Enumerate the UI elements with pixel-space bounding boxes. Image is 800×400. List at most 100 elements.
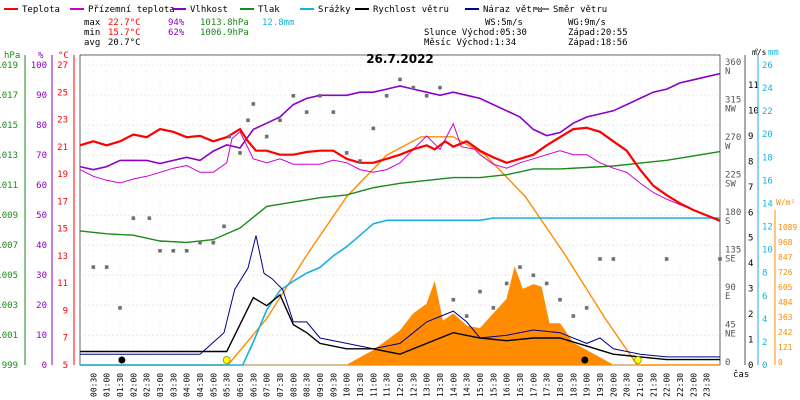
dir-tick: 225 SW (725, 171, 741, 190)
wind-dir-point (238, 151, 242, 155)
ms-tick: 8 (748, 157, 753, 167)
pct-tick: 90 (36, 91, 47, 101)
mm-tick: 16 (762, 176, 773, 186)
mm-tick: 6 (762, 292, 767, 302)
c-tick: 19 (57, 170, 68, 180)
stat-max-press: 1013.8hPa (200, 18, 249, 28)
wind-dir-point (158, 248, 162, 253)
mm-tick: 10 (762, 246, 773, 256)
hpa-tick: 999 (2, 361, 18, 371)
pct-tick: 80 (36, 121, 47, 131)
x-tick: 07:00 (263, 373, 272, 397)
hpa-tick: 1015 (0, 121, 18, 131)
ms-tick: 6 (748, 208, 753, 218)
stat-max-rain: 12.8mm (262, 18, 295, 28)
moon-marker (118, 356, 126, 364)
hpa-tick: 1003 (0, 301, 18, 311)
wind-dir-point (598, 257, 602, 261)
x-tick: 02:00 (129, 373, 138, 397)
wind-dir-point (198, 240, 202, 245)
wind-speed-line (80, 293, 720, 361)
mm-tick: 22 (762, 107, 773, 117)
wind-dir-point (147, 216, 152, 220)
wind-dir-point (464, 314, 469, 318)
c-tick: 25 (57, 88, 68, 98)
info-moon: Měsíc Východ:1:34 (424, 38, 516, 48)
hpa-tick: 1001 (0, 331, 18, 341)
wind-dir-point (491, 306, 496, 310)
wm2-tick: 242 (778, 328, 793, 337)
x-tick: 13:00 (423, 373, 432, 397)
mm-tick: 4 (762, 315, 767, 325)
wm2-tick: 605 (778, 283, 793, 292)
x-tick: 03:00 (156, 373, 165, 397)
info-wg: WG:9m/s (568, 18, 606, 28)
wind-dir-point (384, 93, 389, 98)
wind-dir-point (331, 110, 336, 114)
pct-tick: 30 (36, 271, 47, 281)
stat-min-temp: 15.7°C (108, 28, 141, 38)
dir-tick: 360 N (725, 58, 741, 77)
pct-tick: 20 (36, 301, 47, 311)
hpa-unit: hPa (4, 51, 20, 61)
x-tick: 21:30 (649, 373, 658, 397)
wind-dir-point (558, 297, 562, 302)
dir-tick: 270 W (725, 133, 741, 152)
x-tick: 14:00 (449, 373, 458, 397)
dir-tick: 45 NE (725, 321, 736, 340)
wm2-tick: 121 (778, 343, 793, 352)
wind-dir-point (246, 118, 250, 123)
wind-dir-point (531, 273, 536, 278)
x-tick: 12:30 (409, 373, 418, 397)
hpa-tick: 1013 (0, 151, 18, 161)
wind-dir-point (518, 265, 522, 269)
pct-tick: 70 (36, 151, 47, 161)
pct-unit: % (38, 51, 44, 61)
x-tick: 17:30 (543, 373, 552, 397)
dir-tick: 0 (725, 358, 730, 368)
x-tick: 18:00 (556, 373, 565, 397)
x-tick: 11:00 (369, 373, 378, 397)
wind-dir-point (718, 257, 722, 261)
wind-dir-point (184, 248, 189, 253)
pct-tick: 0 (42, 361, 47, 371)
x-tick: 23:30 (703, 373, 712, 397)
legend-label: Teplota (22, 5, 60, 15)
mm-tick: 14 (762, 199, 773, 209)
wind-dir-point (211, 240, 216, 245)
wind-dir-point (451, 297, 456, 302)
x-tick: 08:30 (303, 373, 312, 397)
c-tick: 5 (63, 361, 68, 371)
wind-dir-point (584, 306, 589, 310)
wind-dir-point (264, 134, 269, 139)
wind-dir-point (304, 110, 309, 114)
stat-max-temp: 22.7°C (108, 18, 141, 28)
wind-dir-point (344, 151, 349, 155)
wind-dir-point (118, 306, 122, 310)
wind-dir-point (318, 93, 322, 98)
wind-dir-point (424, 93, 429, 98)
stat-avg-temp: 20.7°C (108, 38, 141, 48)
deg-unit: ° (754, 48, 759, 58)
solar-curve (80, 136, 720, 366)
info-sun-set: Západ:20:55 (568, 28, 628, 38)
ms-tick: 11 (748, 81, 759, 91)
wind-dir-point (411, 85, 416, 90)
x-tick: 22:00 (663, 373, 672, 397)
pct-tick: 60 (36, 181, 47, 191)
x-tick: 04:30 (196, 373, 205, 397)
x-tick: 13:30 (436, 373, 445, 397)
dir-tick: 90 E (725, 283, 736, 302)
x-tick: 06:00 (236, 373, 245, 397)
x-tick: 14:30 (463, 373, 472, 397)
ms-tick: 4 (748, 259, 753, 269)
wind-dir-point (544, 281, 549, 286)
stat-min-press: 1006.9hPa (200, 28, 249, 38)
wind-dir-point (291, 93, 296, 98)
x-tick: 05:30 (223, 373, 232, 397)
legend-label: Přízemní teplota (88, 5, 175, 15)
pct-tick: 100 (31, 61, 47, 71)
c-tick: 21 (57, 143, 68, 153)
wind-dir-point (478, 289, 482, 294)
